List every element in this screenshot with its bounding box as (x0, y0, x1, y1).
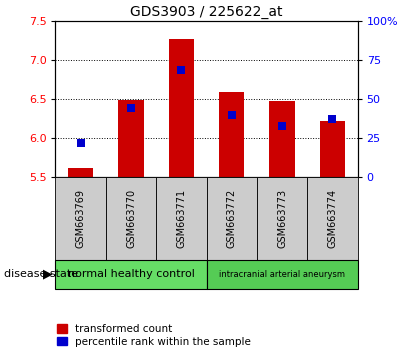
Text: GSM663769: GSM663769 (76, 189, 85, 248)
Bar (68, 168, 93, 177)
Point (279, 123, 285, 129)
Point (77, 140, 84, 145)
Point (178, 67, 185, 72)
Bar (270, 102, 295, 177)
Legend: transformed count, percentile rank within the sample: transformed count, percentile rank withi… (55, 322, 253, 349)
Point (329, 116, 336, 122)
Bar (320, 121, 345, 177)
Bar (206, 260, 358, 289)
Bar (307, 177, 358, 260)
Text: normal healthy control: normal healthy control (67, 269, 194, 279)
Bar (156, 177, 206, 260)
Bar (55, 177, 106, 260)
Bar (55, 260, 206, 289)
Point (229, 112, 235, 118)
Point (128, 105, 134, 111)
Text: disease state: disease state (4, 269, 78, 279)
Text: ▶: ▶ (43, 268, 53, 281)
Text: GSM663772: GSM663772 (227, 189, 237, 248)
Bar (106, 177, 156, 260)
Text: intracranial arterial aneurysm: intracranial arterial aneurysm (219, 270, 345, 279)
Title: GDS3903 / 225622_at: GDS3903 / 225622_at (130, 5, 283, 19)
Text: GSM663770: GSM663770 (126, 189, 136, 248)
Text: GSM663771: GSM663771 (176, 189, 186, 248)
Text: GSM663773: GSM663773 (277, 189, 287, 248)
Bar (206, 177, 257, 260)
Bar (169, 39, 194, 177)
Bar (257, 177, 307, 260)
Bar (219, 92, 244, 177)
Bar (118, 100, 143, 177)
Text: GSM663774: GSM663774 (328, 189, 337, 248)
